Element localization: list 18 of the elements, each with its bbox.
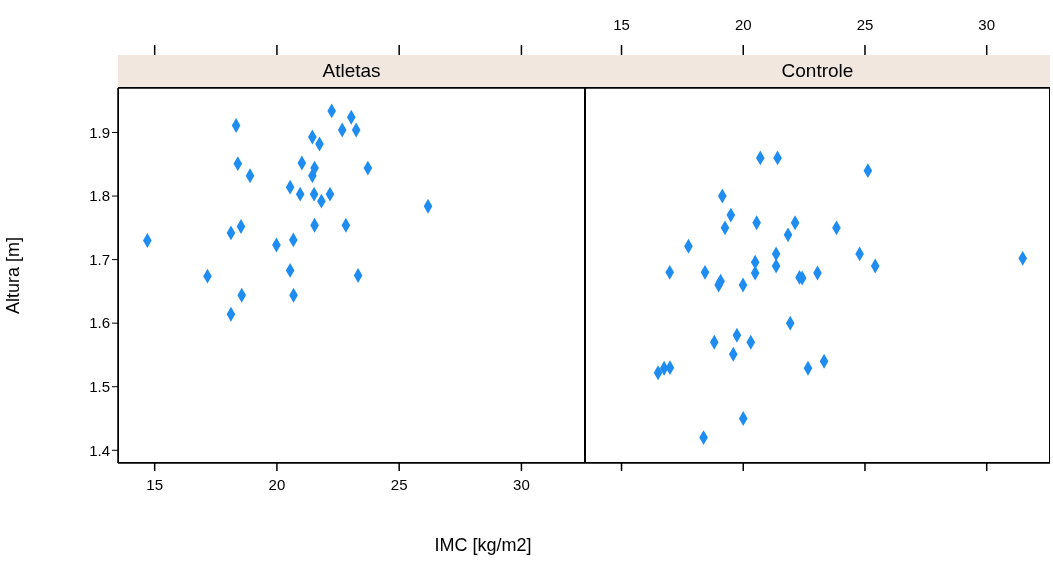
x-tick-label: 25 (390, 476, 408, 493)
x-tick-label: 15 (613, 16, 630, 33)
y-tick-label: 1.4 (89, 441, 110, 459)
chart-title: Atletas (322, 60, 381, 82)
x-tick-label: 20 (734, 16, 752, 33)
y-axis-title: Altura [m] (3, 236, 24, 315)
x-tick-label: 25 (856, 16, 874, 33)
x-tick-label: 30 (513, 476, 530, 493)
y-tick-label: 1.6 (89, 314, 110, 332)
y-tick-label: 1.9 (89, 123, 110, 141)
x-tick-label: 30 (978, 16, 996, 33)
chart-title: Controle (781, 60, 854, 82)
y-tick-label: 1.5 (89, 378, 110, 396)
y-tick-label: 1.7 (89, 250, 110, 268)
x-tick-label: 20 (268, 476, 286, 493)
x-tick-label: 15 (146, 476, 164, 493)
y-tick-label: 1.8 (89, 187, 110, 205)
x-axis-title: IMC [kg/m2] (433, 535, 533, 556)
